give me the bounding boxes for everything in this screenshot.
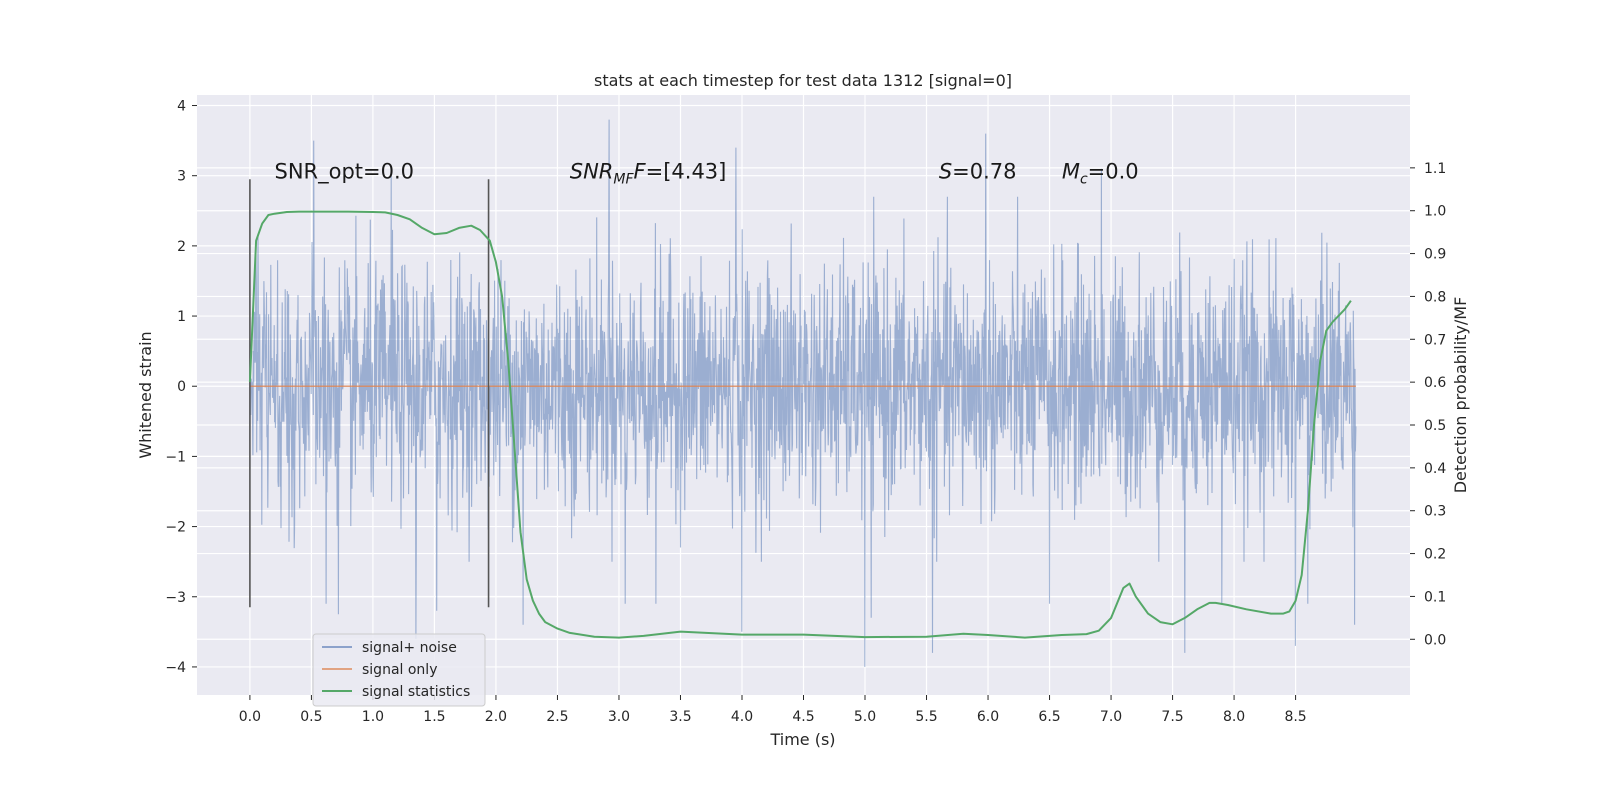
legend-label-signal-only: signal only: [362, 662, 437, 678]
chart-title: stats at each timestep for test data 131…: [594, 71, 1012, 90]
x-axis-ticks: 0.0 0.5 1.0 1.5 2.0 2.5 3.0 3.5 4.0 4.5 5.0 5.5 6.0 6…: [239, 695, 1307, 725]
x-tick-label: 4.0: [731, 709, 753, 725]
y-tick-label: 3: [177, 169, 186, 185]
y-tick-label: 4: [177, 99, 186, 115]
annotation-snr-opt: SNR_opt=0.0: [275, 160, 415, 185]
y-axis-label: Whitened strain: [136, 331, 155, 458]
x-tick-label: 1.0: [362, 709, 384, 725]
annotation-snr-mf-sub: MF: [613, 172, 634, 188]
y2-axis-label: Detection probability/MF: [1451, 297, 1470, 494]
x-tick-label: 8.5: [1284, 709, 1306, 725]
annotation-s-value: =0.78: [952, 160, 1016, 184]
y2-tick-label: 0.5: [1424, 418, 1446, 434]
series-signal-plus-noise: [249, 119, 1357, 667]
signal-statistics-line: [248, 210, 1352, 639]
x-tick-label: 6.0: [977, 709, 999, 725]
y-tick-label: −4: [165, 660, 186, 676]
annotation-snr-opt-text: SNR_opt=0.0: [275, 160, 415, 185]
y-tick-label: −2: [165, 520, 186, 536]
y-tick-label: 0: [177, 379, 186, 395]
legend-label-signal-statistics: signal statistics: [362, 684, 470, 700]
y2-tick-label: 1.1: [1424, 161, 1446, 177]
annotation-s: S=0.78: [939, 160, 1017, 184]
x-tick-label: 4.5: [792, 709, 814, 725]
y2-tick-label: 0.4: [1424, 461, 1446, 477]
y2-axis-ticks: 0.0 0.1 0.2 0.3 0.4 0.5 0.6 0.7 0.8 0.9 1.0 1.1: [1410, 161, 1446, 648]
x-tick-label: 0.0: [239, 709, 261, 725]
annotation-mc-value: =0.0: [1088, 160, 1139, 184]
x-tick-label: 1.5: [423, 709, 445, 725]
annotation-mc: Mc=0.0: [1062, 160, 1139, 188]
x-tick-label: 3.5: [669, 709, 691, 725]
x-tick-label: 6.5: [1038, 709, 1060, 725]
annotation-snr-mf-value: =[4.43]: [646, 160, 727, 184]
y2-tick-label: 0.0: [1424, 632, 1446, 648]
y-tick-label: 1: [177, 309, 186, 325]
y2-tick-label: 1.0: [1424, 204, 1446, 220]
x-tick-label: 2.5: [546, 709, 568, 725]
annotation-s-base: S: [939, 160, 952, 184]
annotation-mc-sub: c: [1080, 172, 1088, 188]
x-tick-label: 7.5: [1161, 709, 1183, 725]
x-tick-label: 8.0: [1223, 709, 1245, 725]
x-tick-label: 0.5: [300, 709, 322, 725]
x-tick-label: 3.0: [608, 709, 630, 725]
legend: signal+ noise signal only signal statist…: [312, 633, 486, 707]
x-tick-label: 7.0: [1100, 709, 1122, 725]
annotation-mc-base: M: [1062, 160, 1080, 184]
y-tick-label: −3: [165, 590, 186, 606]
x-axis-label: Time (s): [769, 730, 835, 749]
series-signal-statistics: [248, 210, 1352, 639]
y-tick-label: 2: [177, 239, 186, 255]
y2-tick-label: 0.1: [1424, 589, 1446, 605]
vertical-markers: [249, 179, 490, 608]
annotations: SNR_opt=0.0 SNRMFF=[4.43] S=0.78 Mc=0.0: [275, 160, 1139, 188]
y-axis-ticks: −4 −3 −2 −1 0 1 2 3 4: [165, 99, 197, 676]
y2-tick-label: 0.2: [1424, 547, 1446, 563]
legend-label-signal-plus-noise: signal+ noise: [362, 640, 457, 656]
x-tick-label: 5.0: [854, 709, 876, 725]
legend-box: [312, 633, 486, 707]
annotation-snr-mf: SNRMFF=[4.43]: [570, 160, 727, 188]
y2-tick-label: 0.6: [1424, 375, 1446, 391]
y2-tick-label: 0.9: [1424, 247, 1446, 263]
y2-tick-label: 0.8: [1424, 289, 1446, 305]
y-tick-label: −1: [165, 449, 186, 465]
annotation-snr-mf-base: SNR: [570, 160, 614, 184]
annotation-snr-mf-tail: F: [634, 160, 647, 184]
y2-tick-label: 0.3: [1424, 504, 1446, 520]
x-tick-label: 2.0: [485, 709, 507, 725]
x-tick-label: 5.5: [915, 709, 937, 725]
noise-line: [249, 119, 1357, 667]
y2-tick-label: 0.7: [1424, 332, 1446, 348]
